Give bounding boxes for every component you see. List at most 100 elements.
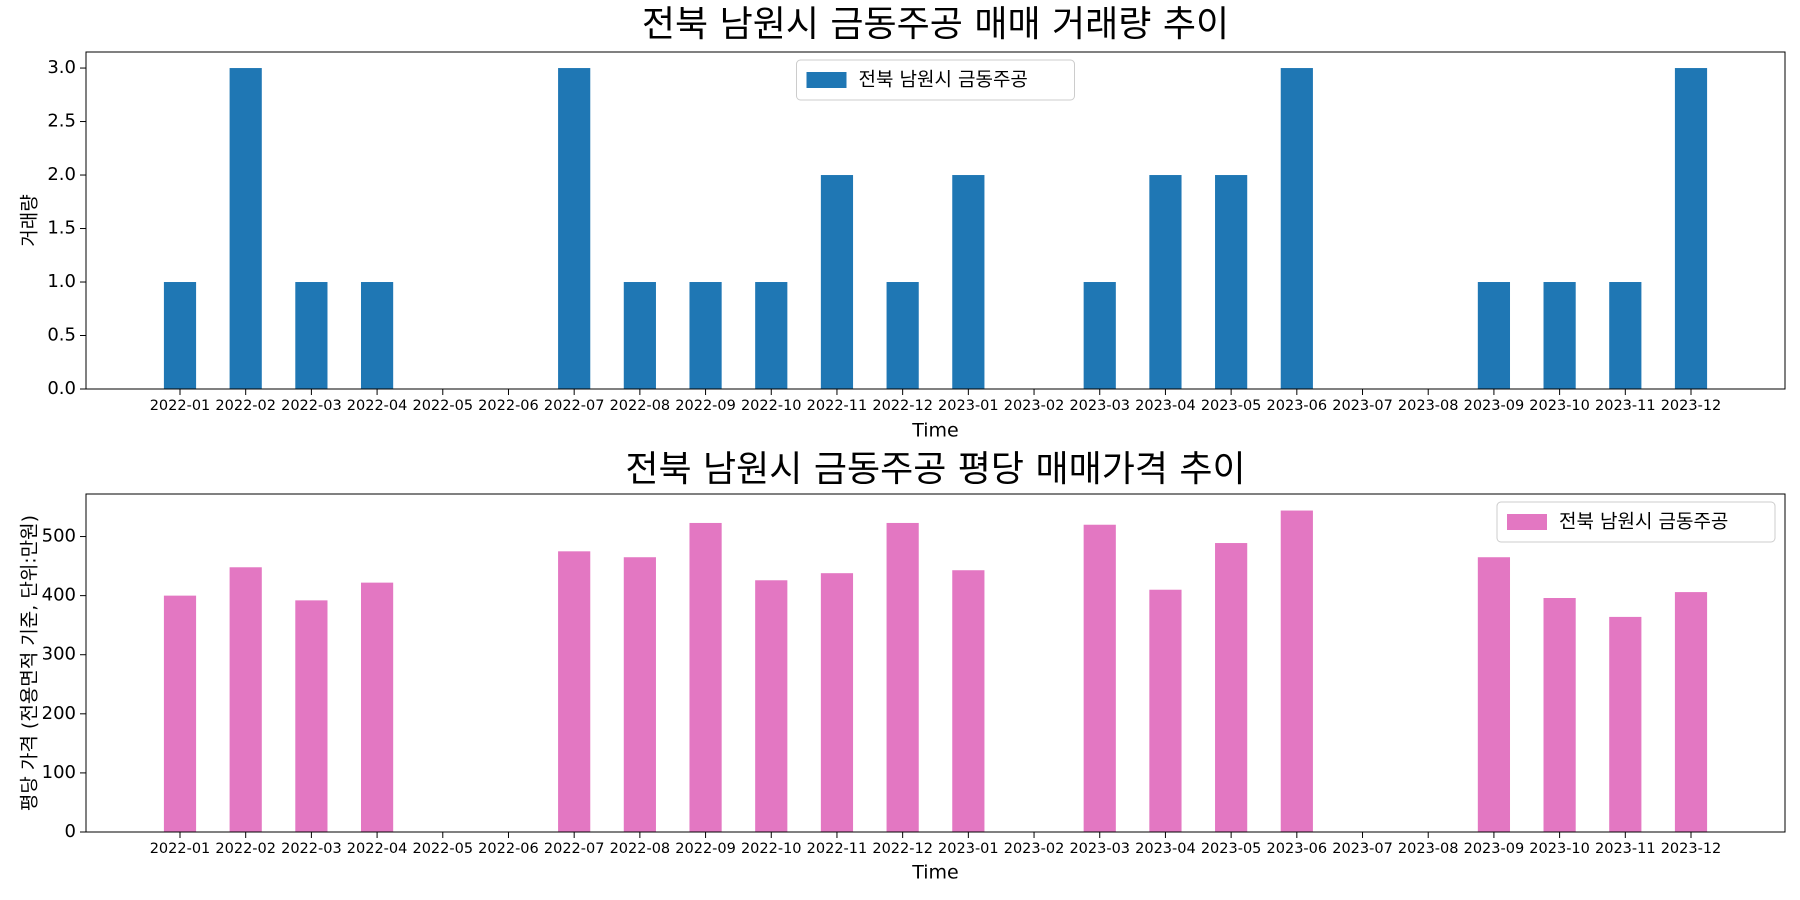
x-tick-label: 2023-12 bbox=[1661, 398, 1722, 414]
x-tick-label: 2023-03 bbox=[1069, 398, 1130, 414]
x-tick-label: 2022-02 bbox=[215, 398, 276, 414]
x-tick-label: 2023-09 bbox=[1464, 841, 1525, 857]
x-tick-label: 2023-08 bbox=[1398, 841, 1459, 857]
x-tick-label: 2022-12 bbox=[872, 398, 933, 414]
x-tick-label: 2022-01 bbox=[150, 841, 211, 857]
x-tick-label: 2023-11 bbox=[1595, 398, 1656, 414]
bar bbox=[1215, 175, 1248, 389]
bar bbox=[295, 600, 328, 832]
x-tick-label: 2022-09 bbox=[675, 841, 736, 857]
x-tick-label: 2023-02 bbox=[1004, 841, 1065, 857]
x-tick-label: 2023-01 bbox=[938, 398, 999, 414]
chart-title: 전북 남원시 금동주공 평당 매매가격 추이 bbox=[625, 449, 1245, 490]
x-tick-label: 2022-07 bbox=[544, 841, 605, 857]
x-tick-label: 2022-07 bbox=[544, 398, 605, 414]
bar bbox=[1149, 589, 1182, 832]
bar bbox=[229, 567, 262, 832]
bar bbox=[1477, 282, 1511, 389]
chart: 전북 남원시 금동주공 평당 매매가격 추이 Time 평당 가격 (전용면적 기준… bbox=[19, 449, 1786, 884]
bar bbox=[689, 522, 722, 832]
x-tick-label: 2022-11 bbox=[807, 841, 868, 857]
bar bbox=[755, 580, 788, 832]
x-tick-label: 2023-07 bbox=[1332, 841, 1393, 857]
x-tick-label: 2023-05 bbox=[1201, 841, 1262, 857]
bar bbox=[1280, 68, 1313, 390]
y-tick-label: 400 bbox=[42, 585, 76, 606]
bar bbox=[689, 282, 722, 389]
x-tick-label: 2022-09 bbox=[675, 398, 736, 414]
x-tick-label: 2023-11 bbox=[1595, 841, 1656, 857]
y-tick-label: 3.0 bbox=[47, 57, 76, 78]
x-tick-label: 2023-02 bbox=[1004, 398, 1065, 414]
bar bbox=[1674, 592, 1708, 832]
x-tick-label: 2022-03 bbox=[281, 398, 342, 414]
x-tick-label: 2022-12 bbox=[872, 841, 933, 857]
y-axis-label: 거래량 bbox=[19, 194, 41, 246]
x-tick-label: 2022-04 bbox=[347, 398, 408, 414]
x-tick-label: 2023-04 bbox=[1135, 398, 1196, 414]
plot-frame bbox=[85, 493, 1786, 833]
legend-text: 전북 남원시 금동주공 bbox=[859, 69, 1028, 91]
bar bbox=[1083, 282, 1116, 389]
legend-swatch bbox=[1507, 514, 1547, 530]
x-tick-label: 2023-08 bbox=[1398, 398, 1459, 414]
y-tick-label: 1.5 bbox=[47, 218, 76, 239]
bar bbox=[163, 282, 197, 389]
x-tick-label: 2023-12 bbox=[1661, 841, 1722, 857]
x-tick-label: 2023-09 bbox=[1464, 398, 1525, 414]
bar bbox=[1609, 616, 1642, 832]
legend-box bbox=[1496, 501, 1776, 543]
x-tick-label: 2023-06 bbox=[1267, 398, 1328, 414]
bar bbox=[295, 282, 328, 389]
y-tick-label: 100 bbox=[42, 762, 76, 783]
legend-box bbox=[796, 59, 1075, 101]
y-tick-label: 1.0 bbox=[47, 271, 76, 292]
x-tick-label: 2022-02 bbox=[215, 841, 276, 857]
y-tick-label: 200 bbox=[42, 703, 76, 724]
legend-text: 전북 남원시 금동주공 bbox=[1559, 511, 1728, 533]
x-tick-label: 2022-03 bbox=[281, 841, 342, 857]
bar bbox=[163, 595, 197, 832]
bar bbox=[558, 68, 591, 390]
bar bbox=[1280, 510, 1313, 832]
x-tick-label: 2022-05 bbox=[412, 841, 473, 857]
y-tick-label: 0.5 bbox=[47, 325, 76, 346]
x-tick-label: 2022-01 bbox=[150, 398, 211, 414]
x-axis-label: Time bbox=[911, 862, 959, 884]
x-tick-label: 2022-10 bbox=[741, 398, 802, 414]
y-tick-label: 300 bbox=[42, 644, 76, 665]
plot-frame bbox=[85, 51, 1786, 390]
y-tick-label: 2.5 bbox=[47, 111, 76, 132]
x-tick-label: 2023-10 bbox=[1529, 841, 1590, 857]
bar bbox=[820, 573, 854, 832]
bar bbox=[360, 282, 394, 389]
bar bbox=[886, 522, 919, 832]
x-tick-label: 2023-07 bbox=[1332, 398, 1393, 414]
x-tick-label: 2022-10 bbox=[741, 841, 802, 857]
x-tick-label: 2022-08 bbox=[610, 841, 671, 857]
bar bbox=[360, 582, 394, 832]
x-tick-label: 2022-05 bbox=[412, 398, 473, 414]
x-tick-label: 2023-01 bbox=[938, 841, 999, 857]
chart-title: 전북 남원시 금동주공 매매 거래량 추이 bbox=[642, 4, 1229, 45]
x-tick-label: 2022-11 bbox=[807, 398, 868, 414]
bar bbox=[886, 282, 919, 389]
bar bbox=[952, 175, 985, 389]
bar bbox=[623, 557, 656, 832]
x-tick-label: 2022-06 bbox=[478, 398, 539, 414]
x-tick-label: 2023-03 bbox=[1069, 841, 1130, 857]
x-axis-label: Time bbox=[911, 420, 959, 442]
x-tick-label: 2023-04 bbox=[1135, 841, 1196, 857]
bar bbox=[1149, 175, 1182, 389]
y-axis-label: 평당 가격 (전용면적 기준, 단위:만원) bbox=[19, 515, 41, 811]
bar bbox=[755, 282, 788, 389]
bar bbox=[1543, 282, 1576, 389]
y-tick-label: 0 bbox=[65, 821, 76, 842]
x-tick-label: 2023-10 bbox=[1529, 398, 1590, 414]
bar bbox=[229, 68, 262, 390]
legend-swatch bbox=[806, 72, 847, 88]
chart: 전북 남원시 금동주공 매매 거래량 추이 Time 거래량 0.0 0.5 1.0 1.5… bbox=[19, 4, 1786, 442]
x-tick-label: 2022-04 bbox=[347, 841, 408, 857]
